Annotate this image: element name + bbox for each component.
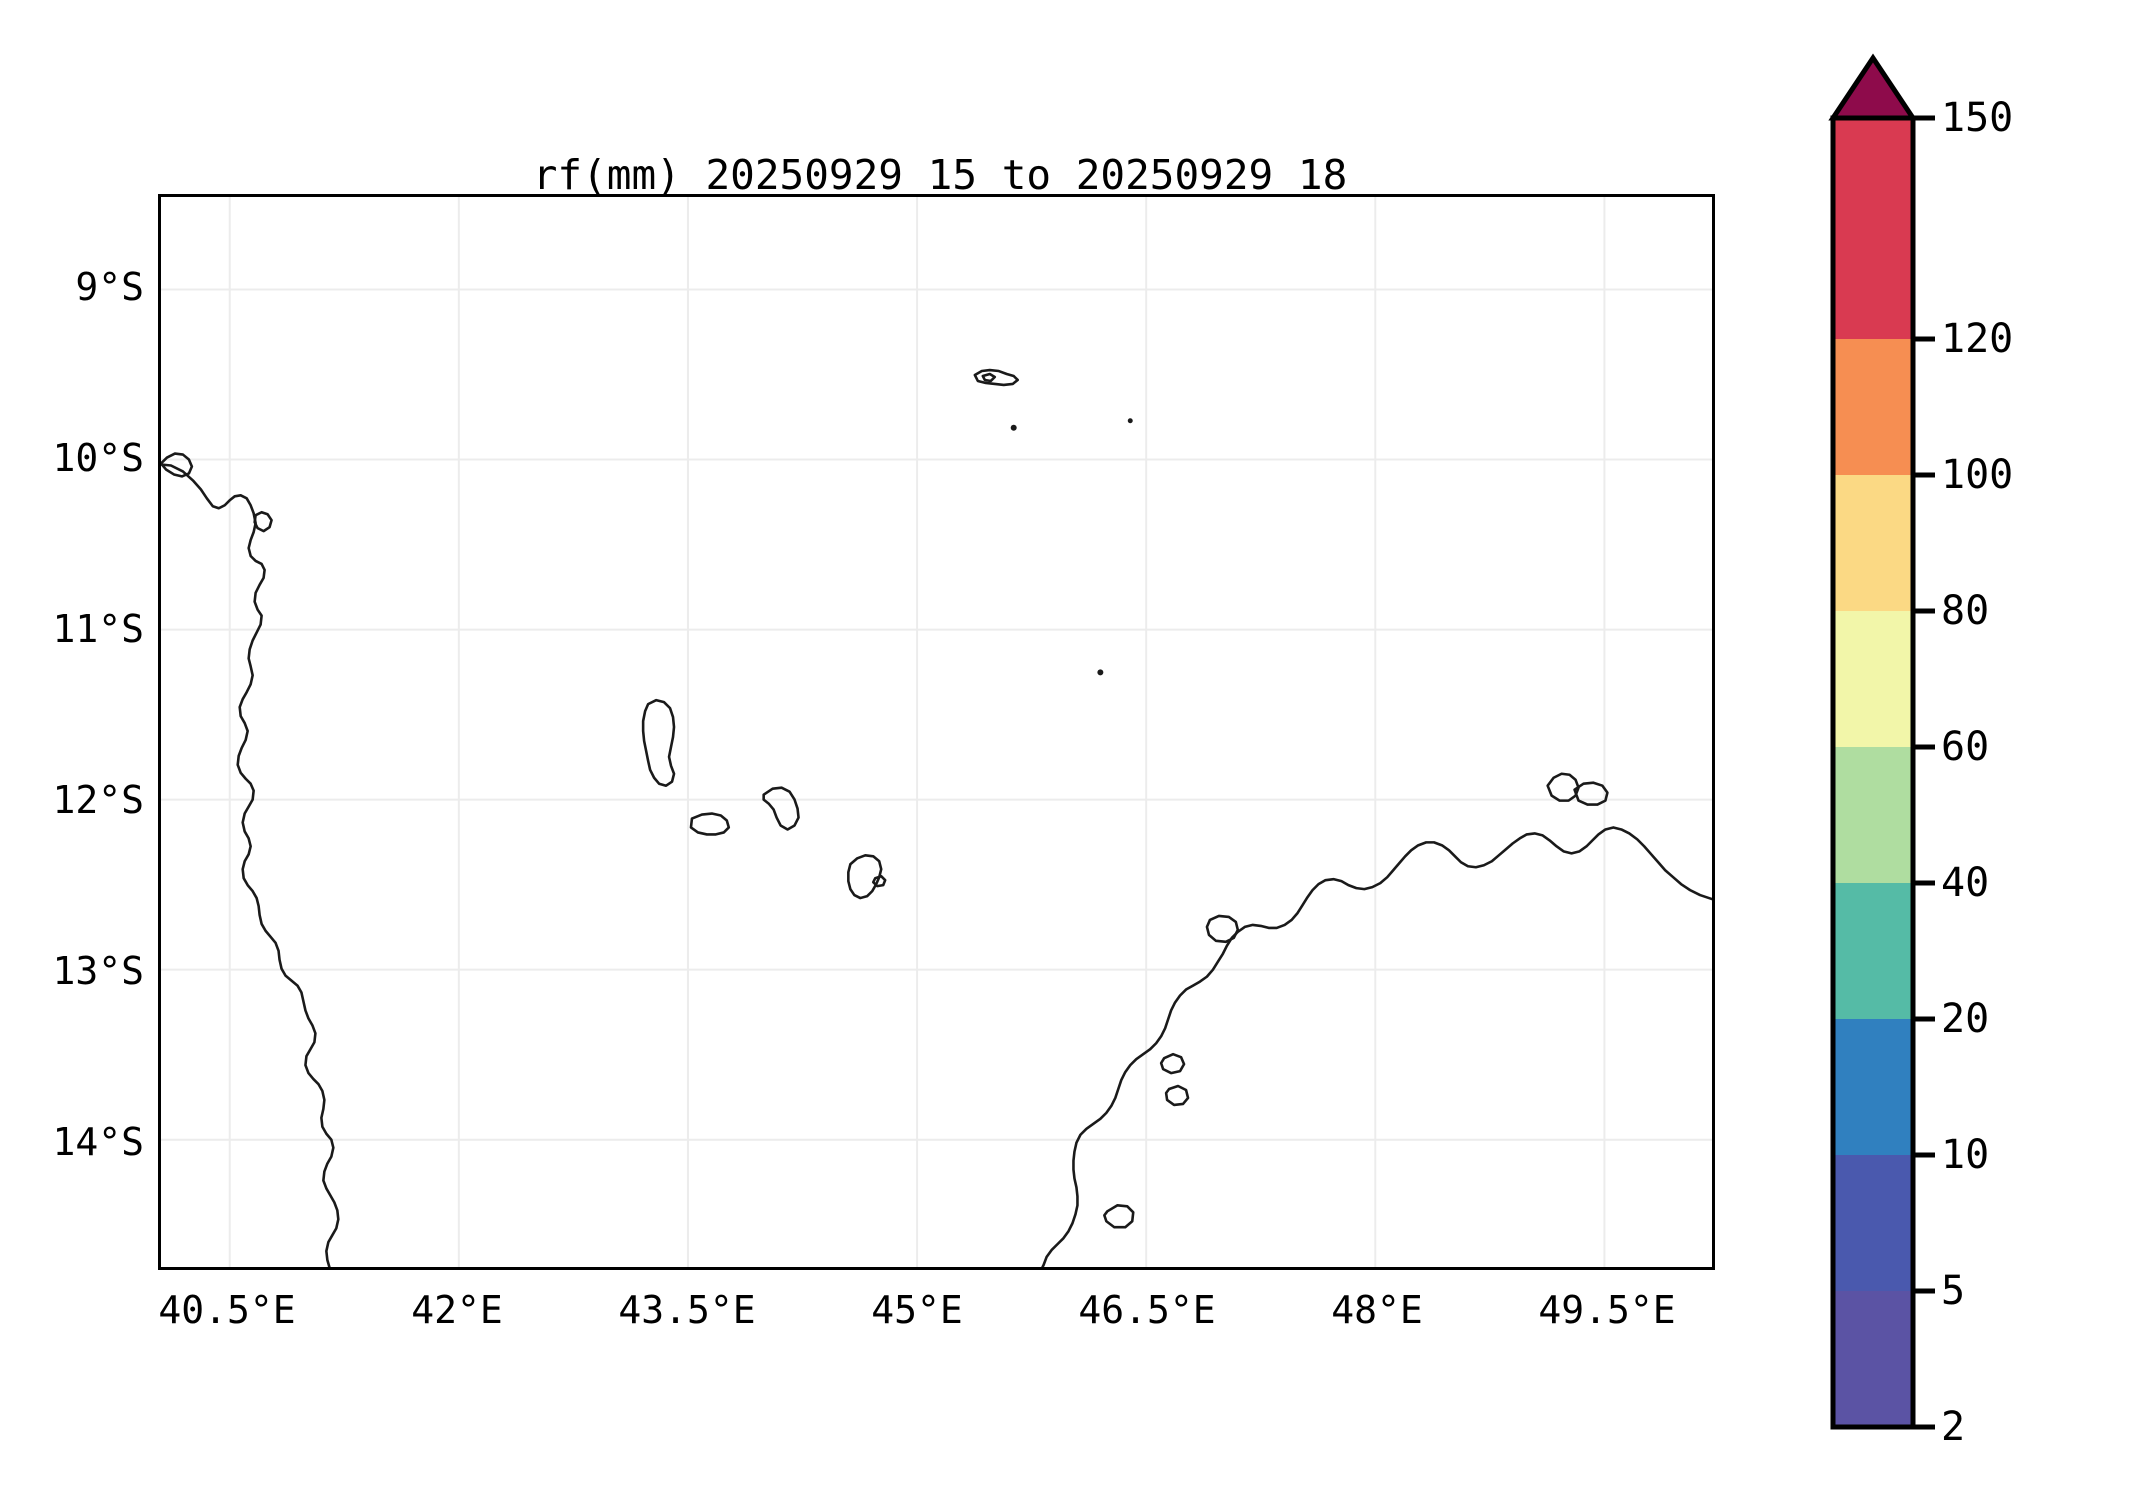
colorbar-label-5: 5 [1941, 1268, 1966, 1314]
colorbar-label-150: 150 [1941, 95, 2014, 141]
islet-dot-b [1127, 418, 1133, 424]
title-line-1: rf(mm) 20250929_15 to 20250929_18 [532, 151, 1348, 199]
coastline-madagascar [1041, 826, 1712, 1267]
colorbar-label-100: 100 [1941, 452, 2014, 498]
coastlines [161, 368, 1712, 1267]
gridlines [161, 197, 1712, 1267]
islet-glorioso-main [973, 368, 1019, 387]
islet-dot-a [1010, 424, 1017, 431]
coastline-north-cape [161, 452, 194, 478]
colorbar-outline [1830, 115, 1916, 1430]
colorbar-extend-max [1828, 53, 1918, 121]
xtick-label-1: 42°E [411, 1288, 503, 1332]
island-anjouan [762, 786, 800, 831]
ytick-label-4: 13°S [52, 949, 144, 993]
coastline-madagascar-north-lobe [1573, 781, 1609, 806]
colorbar-label-120: 120 [1941, 316, 2014, 362]
xtick-label-4: 46.5°E [1078, 1288, 1216, 1332]
colorbar-band-120-150 [1833, 118, 1913, 339]
colorbar-ticks [1913, 115, 1935, 1430]
island-moheli [689, 812, 731, 836]
colorbar-label-20: 20 [1941, 996, 1990, 1042]
ytick-label-1: 10°S [52, 436, 144, 480]
colorbar-label-80: 80 [1941, 588, 1990, 634]
ytick-label-5: 14°S [52, 1120, 144, 1164]
xtick-label-0: 40.5°E [158, 1288, 296, 1332]
xtick-label-3: 45°E [871, 1288, 963, 1332]
islet-glorioso-inner [981, 372, 997, 383]
colorbar[interactable]: 150 120 100 80 60 40 20 10 5 2 [1813, 50, 2113, 1450]
island-nosy-be [1205, 914, 1240, 944]
map-canvas [161, 197, 1712, 1267]
colorbar-label-40: 40 [1941, 860, 1990, 906]
coastline-mainland [161, 463, 340, 1267]
colorbar-band-5-10 [1833, 1155, 1913, 1291]
islet-dot-c [1097, 669, 1104, 676]
coastline-madagascar-north-tip [1546, 772, 1580, 802]
island-nw-madagascar-a [1159, 1052, 1186, 1075]
colorbar-band-40-60 [1833, 747, 1913, 883]
island-mayotte [847, 854, 883, 900]
colorbar-canvas [1828, 53, 1935, 1430]
map-plot-area[interactable] [158, 194, 1715, 1270]
colorbar-label-2: 2 [1941, 1404, 1966, 1450]
colorbar-band-100-120 [1833, 339, 1913, 475]
colorbar-band-20-40 [1833, 883, 1913, 1019]
island-nw-madagascar-c [1103, 1204, 1135, 1229]
colorbar-band-10-20 [1833, 1019, 1913, 1155]
island-grande-comore [641, 698, 676, 787]
xtick-label-5: 48°E [1331, 1288, 1423, 1332]
coastline-lagoon [253, 510, 273, 533]
island-nw-madagascar-b [1164, 1084, 1190, 1107]
colorbar-label-10: 10 [1941, 1132, 1990, 1178]
colorbar-band-60-80 [1833, 611, 1913, 747]
xtick-label-6: 49.5°E [1538, 1288, 1676, 1332]
xtick-label-2: 43.5°E [618, 1288, 756, 1332]
ytick-label-2: 11°S [52, 607, 144, 651]
island-mayotte-islet [871, 874, 887, 888]
ytick-label-3: 12°S [52, 778, 144, 822]
colorbar-label-60: 60 [1941, 724, 1990, 770]
colorbar-band-2-5 [1833, 1291, 1913, 1427]
ytick-label-0: 9°S [75, 265, 144, 309]
colorbar-band-80-100 [1833, 475, 1913, 611]
